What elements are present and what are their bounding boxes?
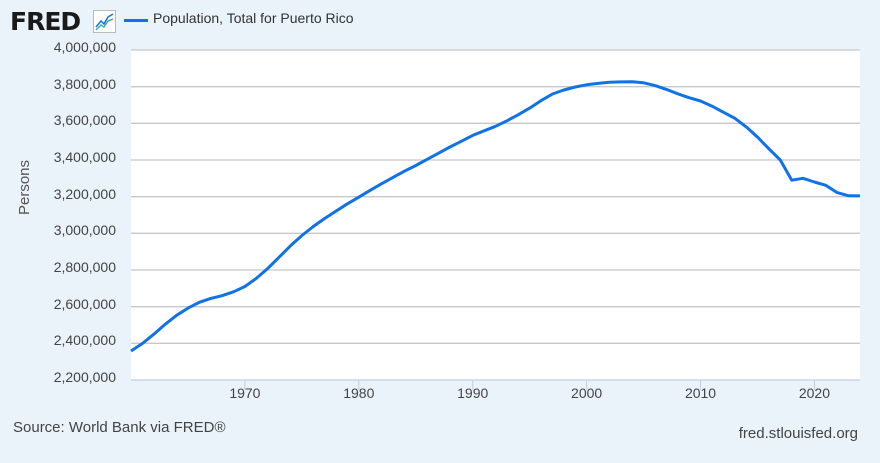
y-axis-label: Persons xyxy=(16,159,33,215)
legend-swatch xyxy=(124,19,148,22)
x-tick-label: 1980 xyxy=(343,385,375,401)
y-tick-label: 3,200,000 xyxy=(53,185,116,202)
y-tick-label: 3,800,000 xyxy=(53,75,116,92)
x-tick-label: 2010 xyxy=(684,385,717,401)
line-chart-icon xyxy=(93,10,116,33)
x-tick-label: 2020 xyxy=(798,385,831,401)
y-tick-label: 4,000,000 xyxy=(53,39,116,55)
y-tick-label: 3,600,000 xyxy=(53,112,116,129)
y-tick-label: 3,400,000 xyxy=(53,149,116,165)
x-tick-label: 1970 xyxy=(229,385,261,401)
y-tick-label: 3,000,000 xyxy=(53,222,116,239)
site-link[interactable]: fred.stlouisfed.org xyxy=(738,425,858,442)
y-tick-label: 2,600,000 xyxy=(53,295,116,312)
series-line xyxy=(130,80,861,353)
fred-logo[interactable]: FRED xyxy=(10,7,81,36)
legend-label: Population, Total for Puerto Rico xyxy=(153,10,354,26)
y-tick-label: 2,800,000 xyxy=(53,259,116,275)
x-tick-label: 1990 xyxy=(457,385,489,401)
plot-background xyxy=(131,50,860,380)
y-tick-label: 2,400,000 xyxy=(53,332,116,349)
x-tick-label: 2000 xyxy=(571,385,603,401)
source-note: Source: World Bank via FRED® xyxy=(13,419,226,436)
y-tick-label: 2,200,000 xyxy=(53,369,116,385)
